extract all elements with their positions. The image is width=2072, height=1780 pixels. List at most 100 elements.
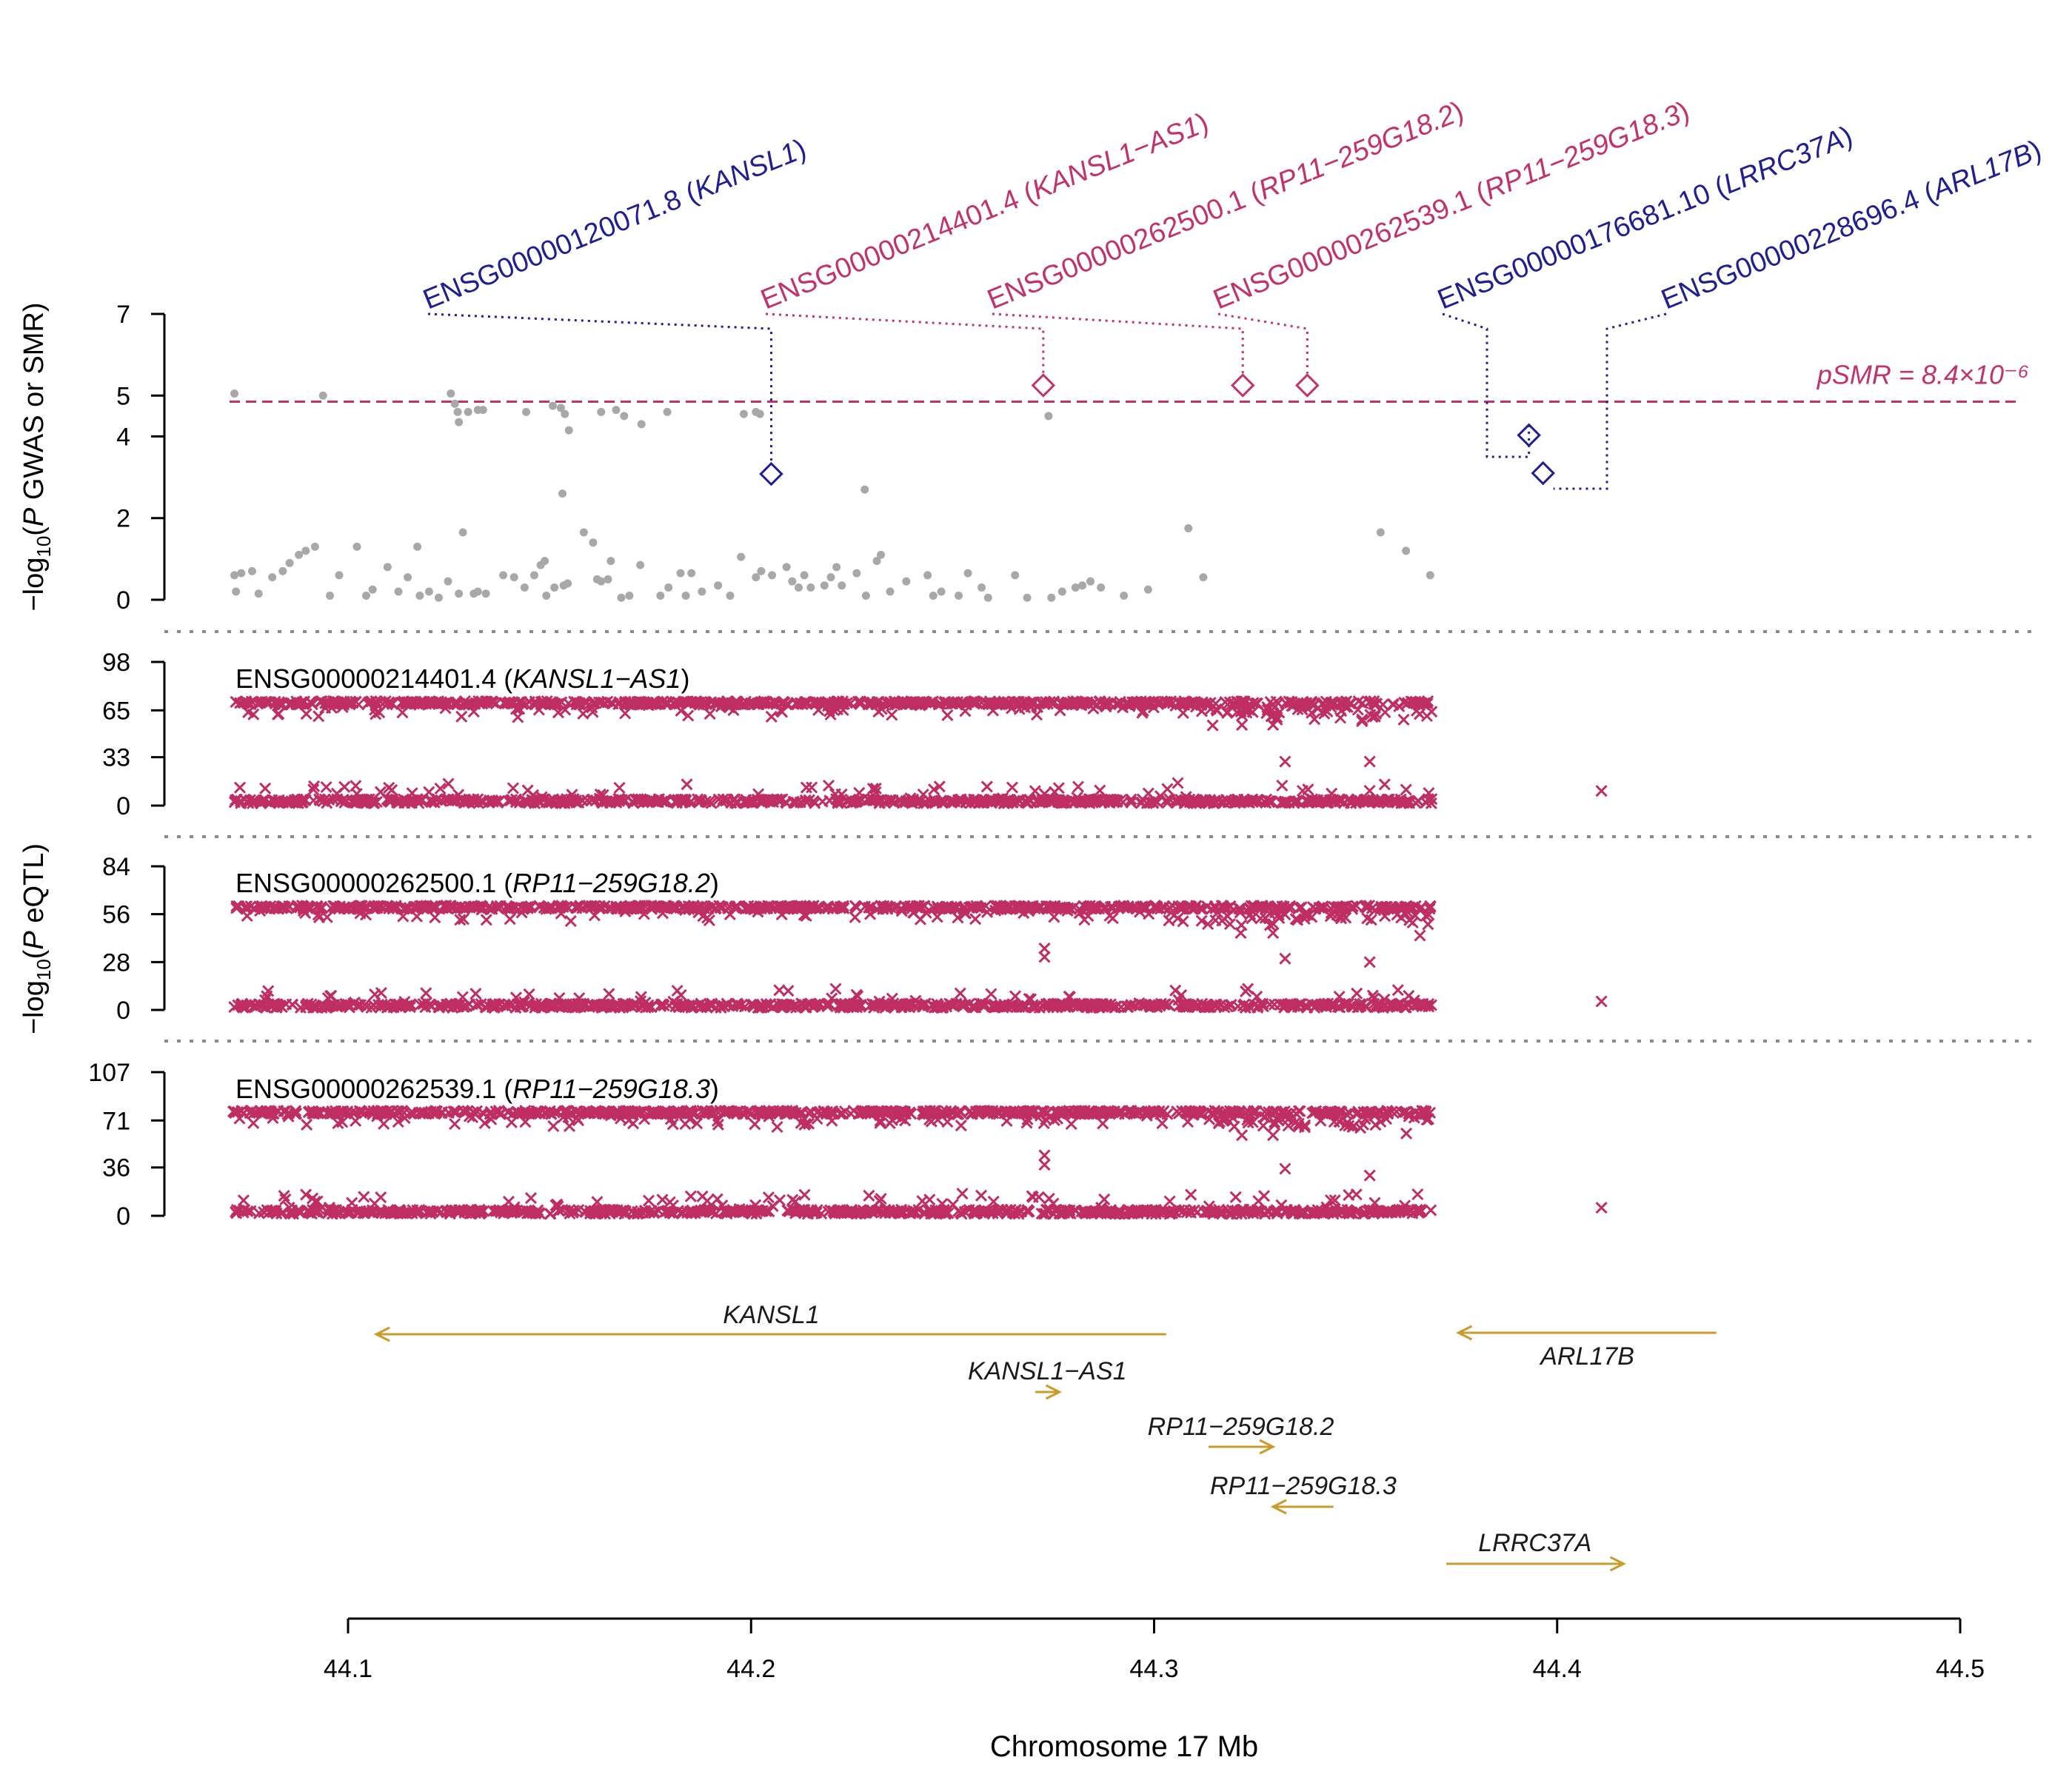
gwas-point-101 xyxy=(453,407,462,416)
gwas-point-71 xyxy=(872,557,881,566)
gwas-point-69 xyxy=(852,569,861,578)
gwas-point-77 xyxy=(937,587,946,596)
gwas-point-3 xyxy=(232,587,241,596)
gwas-point-98 xyxy=(318,391,327,400)
top-y-tick-label-2: 4 xyxy=(116,423,130,451)
gwas-point-65 xyxy=(820,581,829,590)
gwas-point-95 xyxy=(1402,546,1411,555)
gwas-point-118 xyxy=(739,409,748,418)
gwas-point-51 xyxy=(681,591,690,600)
gwas-point-120 xyxy=(755,409,764,418)
gwas-point-22 xyxy=(434,593,443,602)
eqtl-panel-1-points xyxy=(228,695,1608,810)
gwas-point-6 xyxy=(278,566,287,575)
x-ticks: 44.1 44.2 44.3 44.4 44.5 xyxy=(324,1619,1985,1683)
gwas-point-92 xyxy=(1199,573,1208,582)
gwas-point-23 xyxy=(444,577,452,586)
eqtl-0-y-tick-label-1: 33 xyxy=(102,744,130,772)
top-y-tick-label-4: 7 xyxy=(116,301,130,329)
gwas-point-18 xyxy=(404,573,412,582)
gwas-point-39 xyxy=(579,528,588,537)
smr-threshold-label: pSMR = 8.4×10⁻⁶ xyxy=(1817,360,2029,390)
gwas-point-42 xyxy=(597,577,606,586)
gwas-point-34 xyxy=(541,557,549,566)
gwas-point-82 xyxy=(1011,571,1020,580)
gwas-point-84 xyxy=(1047,593,1056,602)
gwas-point-103 xyxy=(464,407,472,416)
eqtl-0-y-tick-label-0: 0 xyxy=(116,792,130,820)
gwas-point-36 xyxy=(550,583,559,592)
smr-probe-markers xyxy=(759,373,1555,486)
gwas-point-4 xyxy=(254,589,263,598)
gwas-point-66 xyxy=(826,573,835,582)
gwas-point-15 xyxy=(368,585,377,594)
gwas-point-88 xyxy=(1086,577,1095,586)
eqtl-panel-kansl1-as1: 0 33 65 98 ENSG00000214401.4 (KANSL1−AS1) xyxy=(102,649,1608,820)
gwas-point-102 xyxy=(455,418,464,426)
eqtl-0-y-tick-label-2: 65 xyxy=(102,697,130,725)
gwas-point-9 xyxy=(301,546,310,555)
eqtl-panel-2-probe-label: ENSG00000262500.1 (RP11−259G18.2) xyxy=(235,868,719,898)
eqtl-2-y-tick-label-1: 36 xyxy=(102,1154,130,1182)
gwas-point-5 xyxy=(268,573,277,582)
gwas-point-110 xyxy=(564,426,573,435)
eqtl-panel-1-probe-label: ENSG00000214401.4 (KANSL1−AS1) xyxy=(235,663,689,694)
probe-marker-4 xyxy=(1517,423,1541,448)
gwas-point-76 xyxy=(929,591,938,600)
probe-marker-3 xyxy=(1295,373,1320,398)
x-axis-title: Chromosome 17 Mb xyxy=(990,1730,1258,1763)
top-y-ticks: 0 2 4 5 7 xyxy=(116,301,164,615)
gwas-point-52 xyxy=(687,569,696,578)
gwas-point-75 xyxy=(923,571,932,580)
eqtl-panel-1-y-ticks: 0 33 65 98 xyxy=(102,649,164,820)
gwas-point-106 xyxy=(522,407,531,416)
gwas-point-81 xyxy=(983,593,992,602)
eqtl-panel-rp11-259g18-2: 0 28 56 84 ENSG00000262500.1 (RP11−259G18.2… xyxy=(102,853,1608,1025)
x-tick-label-1: 44.2 xyxy=(726,1655,775,1683)
top-y-tick-label-3: 5 xyxy=(116,382,130,410)
gwas-points xyxy=(230,389,1434,602)
gene-label-4: LRRC37A xyxy=(1478,1529,1591,1557)
eqtl-2-crosses xyxy=(227,1104,1608,1220)
gwas-point-8 xyxy=(295,550,304,559)
gwas-point-47 xyxy=(636,561,645,569)
gwas-point-74 xyxy=(902,577,911,586)
probe-leader-1 xyxy=(765,312,1045,374)
gwas-point-61 xyxy=(788,577,797,586)
gwas-point-58 xyxy=(757,566,766,575)
gwas-point-113 xyxy=(620,412,629,421)
gwas-point-1 xyxy=(237,569,246,578)
gwas-point-59 xyxy=(768,571,777,580)
eqtl-1-y-tick-label-2: 56 xyxy=(102,901,130,929)
gwas-point-115 xyxy=(663,407,672,416)
gwas-point-80 xyxy=(977,583,986,592)
gwas-point-27 xyxy=(473,587,482,596)
eqtl-panel-rp11-259g18-3: 0 36 71 107 ENSG00000262539.1 (RP11−259G18.… xyxy=(88,1059,1608,1231)
gwas-point-24 xyxy=(455,589,464,598)
gwas-point-57 xyxy=(752,573,761,582)
gwas-point-60 xyxy=(782,563,791,572)
gwas-point-17 xyxy=(394,587,403,596)
gwas-point-105 xyxy=(478,406,487,415)
gene-label-3: RP11−259G18.3 xyxy=(1210,1472,1397,1500)
probe-marker-1 xyxy=(1031,373,1056,398)
gene-label-0: KANSL1 xyxy=(723,1301,819,1329)
x-axis: 44.1 44.2 44.3 44.4 44.5 Chromosome 17 Mb xyxy=(324,1617,1985,1763)
gwas-point-86 xyxy=(1071,583,1080,592)
gwas-point-7 xyxy=(285,558,294,567)
eqtl-2-y-tick-label-2: 71 xyxy=(102,1107,130,1135)
gwas-point-72 xyxy=(876,550,885,559)
gwas-point-19 xyxy=(413,542,422,551)
gwas-point-94 xyxy=(1376,528,1385,537)
eqtl-2-y-tick-label-3: 107 xyxy=(88,1059,130,1087)
gene-track: KANSL1 KANSL1−AS1 RP11−259G18.2 RP11−259G18… xyxy=(373,1301,1717,1572)
gwas-point-93 xyxy=(1184,524,1193,532)
gwas-point-68 xyxy=(838,581,846,590)
gwas-point-30 xyxy=(509,573,518,582)
gwas-point-91 xyxy=(1143,585,1152,594)
eqtl-y-axis-title: −log10(P eQTL) xyxy=(19,843,55,1034)
gwas-point-83 xyxy=(1023,593,1032,602)
gwas-point-14 xyxy=(361,591,370,600)
